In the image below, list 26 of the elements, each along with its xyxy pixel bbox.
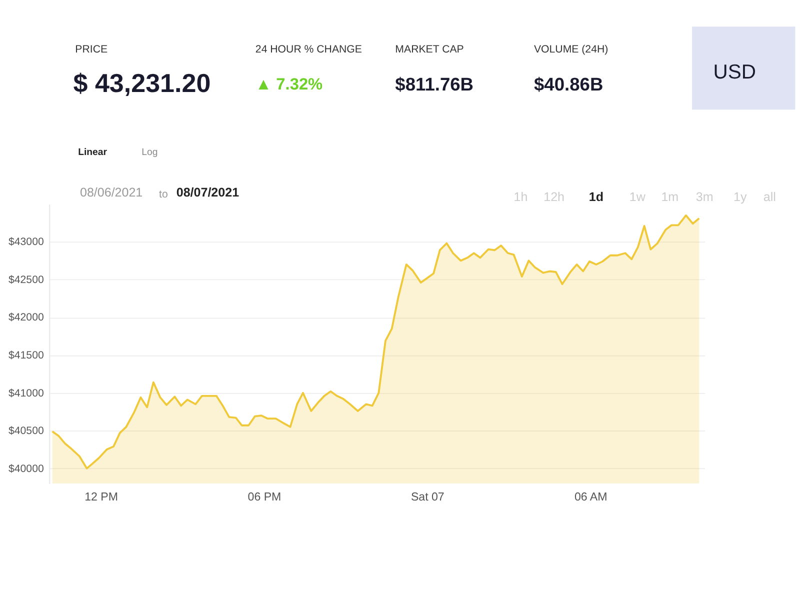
y-tick-label: $42500 <box>8 274 44 286</box>
text: 08/06/2021 <box>80 185 143 200</box>
text: to <box>159 188 168 200</box>
text: PRICE <box>75 44 108 56</box>
text: $40.86B <box>534 73 604 94</box>
text: MARKET CAP <box>395 44 464 56</box>
x-tick-label: 06 AM <box>574 491 608 504</box>
y-tick-label: $40500 <box>8 425 44 438</box>
x-tick-label: 06 PM <box>248 491 282 504</box>
text: 1d <box>588 190 604 204</box>
y-tick-label: $41500 <box>8 349 44 362</box>
y-tick-label: $43000 <box>8 236 44 248</box>
text: $ 43,231.20 <box>73 68 211 98</box>
text: ▲ 7.32% <box>255 75 324 94</box>
text: Linear <box>78 146 108 158</box>
text: $811.76B <box>395 73 474 94</box>
x-tick-label: 12 PM <box>84 491 118 504</box>
y-tick-label: $42000 <box>8 312 44 324</box>
text: USD <box>713 62 756 84</box>
x-tick-label: Sat 07 <box>410 491 444 504</box>
text: VOLUME (24H) <box>534 44 608 56</box>
text: 08/07/2021 <box>176 185 240 200</box>
y-tick-label: $41000 <box>8 387 44 400</box>
y-tick-label: $40000 <box>8 462 44 475</box>
text: 24 HOUR % CHANGE <box>255 44 362 56</box>
text: Log <box>142 146 158 158</box>
